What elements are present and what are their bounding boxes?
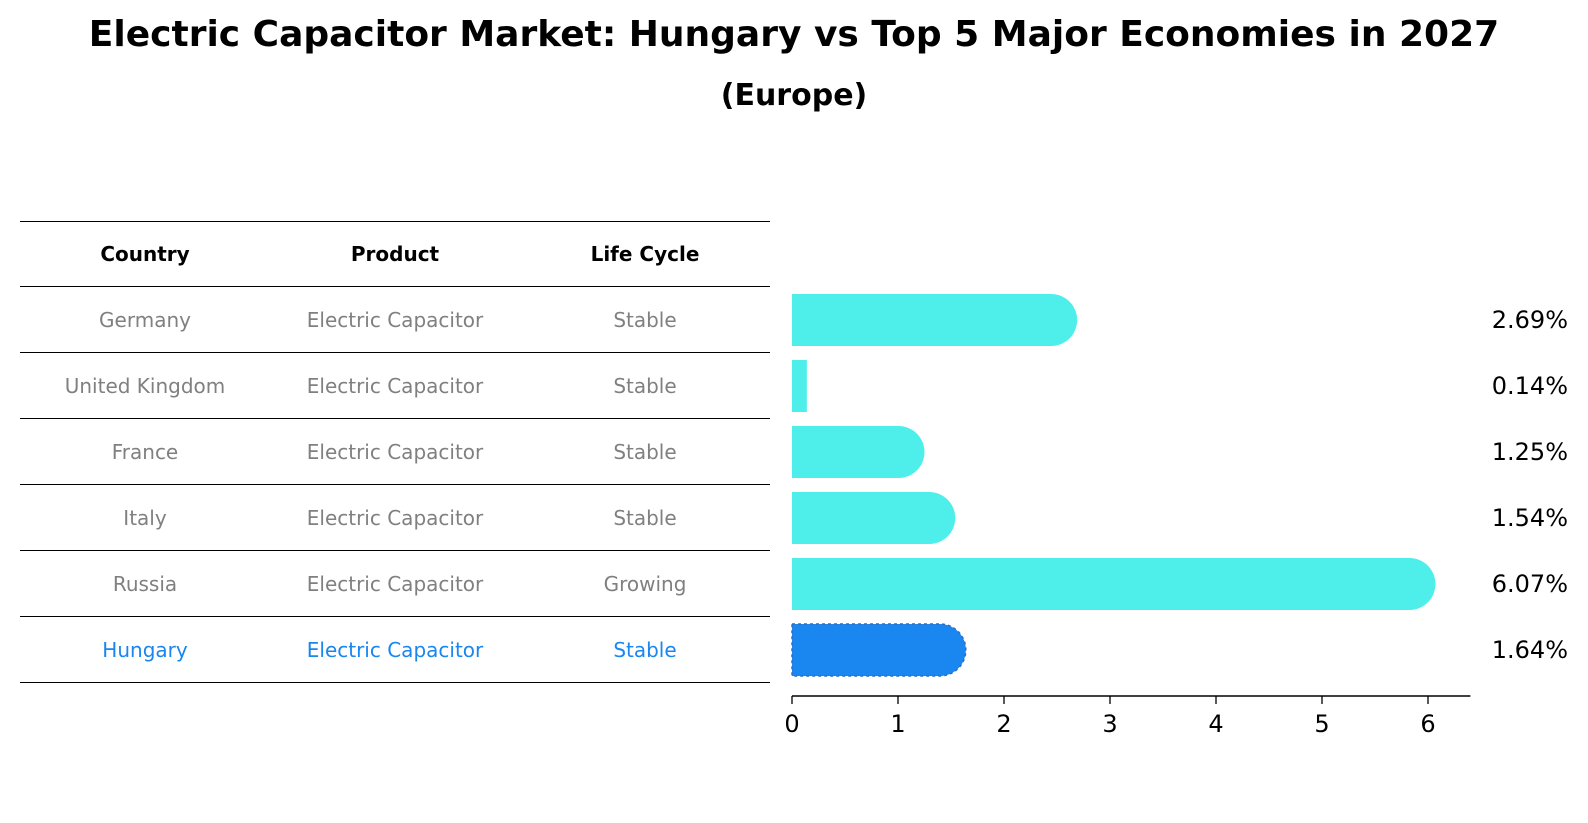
x-tick-label: 6 bbox=[1420, 710, 1435, 738]
cell-life-cycle: Stable bbox=[613, 439, 677, 464]
chart-subtitle: (Europe) bbox=[720, 78, 868, 113]
cell-country: United Kingdom bbox=[64, 373, 226, 398]
bar-hungary bbox=[792, 624, 966, 676]
cell-product: Electric Capacitor bbox=[306, 373, 484, 398]
cell-life-cycle: Stable bbox=[613, 637, 677, 662]
x-tick-label: 5 bbox=[1314, 710, 1329, 738]
bar-russia bbox=[792, 558, 1436, 610]
data-label: 2.69% bbox=[1492, 306, 1568, 334]
bar-united-kingdom bbox=[792, 360, 807, 412]
cell-country: France bbox=[111, 439, 179, 464]
bar-germany bbox=[792, 294, 1078, 346]
x-tick-label: 1 bbox=[890, 710, 905, 738]
cell-life-cycle: Stable bbox=[613, 307, 677, 332]
bar-highlight-outline bbox=[791, 623, 967, 677]
bar-france bbox=[792, 426, 925, 478]
table-row-highlighted: Hungary Electric Capacitor Stable bbox=[20, 617, 770, 683]
header-product: Product bbox=[350, 242, 440, 266]
cell-life-cycle: Growing bbox=[603, 571, 687, 596]
x-tick-label: 4 bbox=[1208, 710, 1223, 738]
header-life-cycle: Life Cycle bbox=[590, 242, 700, 266]
data-label: 1.54% bbox=[1492, 504, 1568, 532]
table-header-row: Country Product Life Cycle bbox=[20, 221, 770, 287]
header-country: Country bbox=[100, 242, 190, 266]
table-row: Germany Electric Capacitor Stable bbox=[20, 287, 770, 353]
chart-title: Electric Capacitor Market: Hungary vs To… bbox=[88, 14, 1500, 55]
cell-country: Hungary bbox=[102, 637, 188, 662]
data-label: 0.14% bbox=[1492, 372, 1568, 400]
table-row: United Kingdom Electric Capacitor Stable bbox=[20, 353, 770, 419]
cell-life-cycle: Stable bbox=[613, 373, 677, 398]
table-row: Russia Electric Capacitor Growing bbox=[20, 551, 770, 617]
x-tick-label: 3 bbox=[1102, 710, 1117, 738]
x-tick-label: 0 bbox=[784, 710, 799, 738]
cell-product: Electric Capacitor bbox=[306, 637, 484, 662]
data-label: 1.25% bbox=[1492, 438, 1568, 466]
cell-product: Electric Capacitor bbox=[306, 307, 484, 332]
cell-life-cycle: Stable bbox=[613, 505, 677, 530]
cell-product: Electric Capacitor bbox=[306, 439, 484, 464]
table-row: Italy Electric Capacitor Stable bbox=[20, 485, 770, 551]
cell-country: Russia bbox=[112, 571, 178, 596]
cell-country: Germany bbox=[99, 307, 191, 332]
cell-product: Electric Capacitor bbox=[306, 571, 484, 596]
table-row: France Electric Capacitor Stable bbox=[20, 419, 770, 485]
comparison-table: Country Product Life Cycle Germany Elect… bbox=[20, 221, 770, 683]
data-label: 1.64% bbox=[1492, 636, 1568, 664]
bar-italy bbox=[792, 492, 956, 544]
data-label: 6.07% bbox=[1492, 570, 1568, 598]
cell-country: Italy bbox=[123, 505, 167, 530]
cell-product: Electric Capacitor bbox=[306, 505, 484, 530]
x-tick-label: 2 bbox=[996, 710, 1011, 738]
